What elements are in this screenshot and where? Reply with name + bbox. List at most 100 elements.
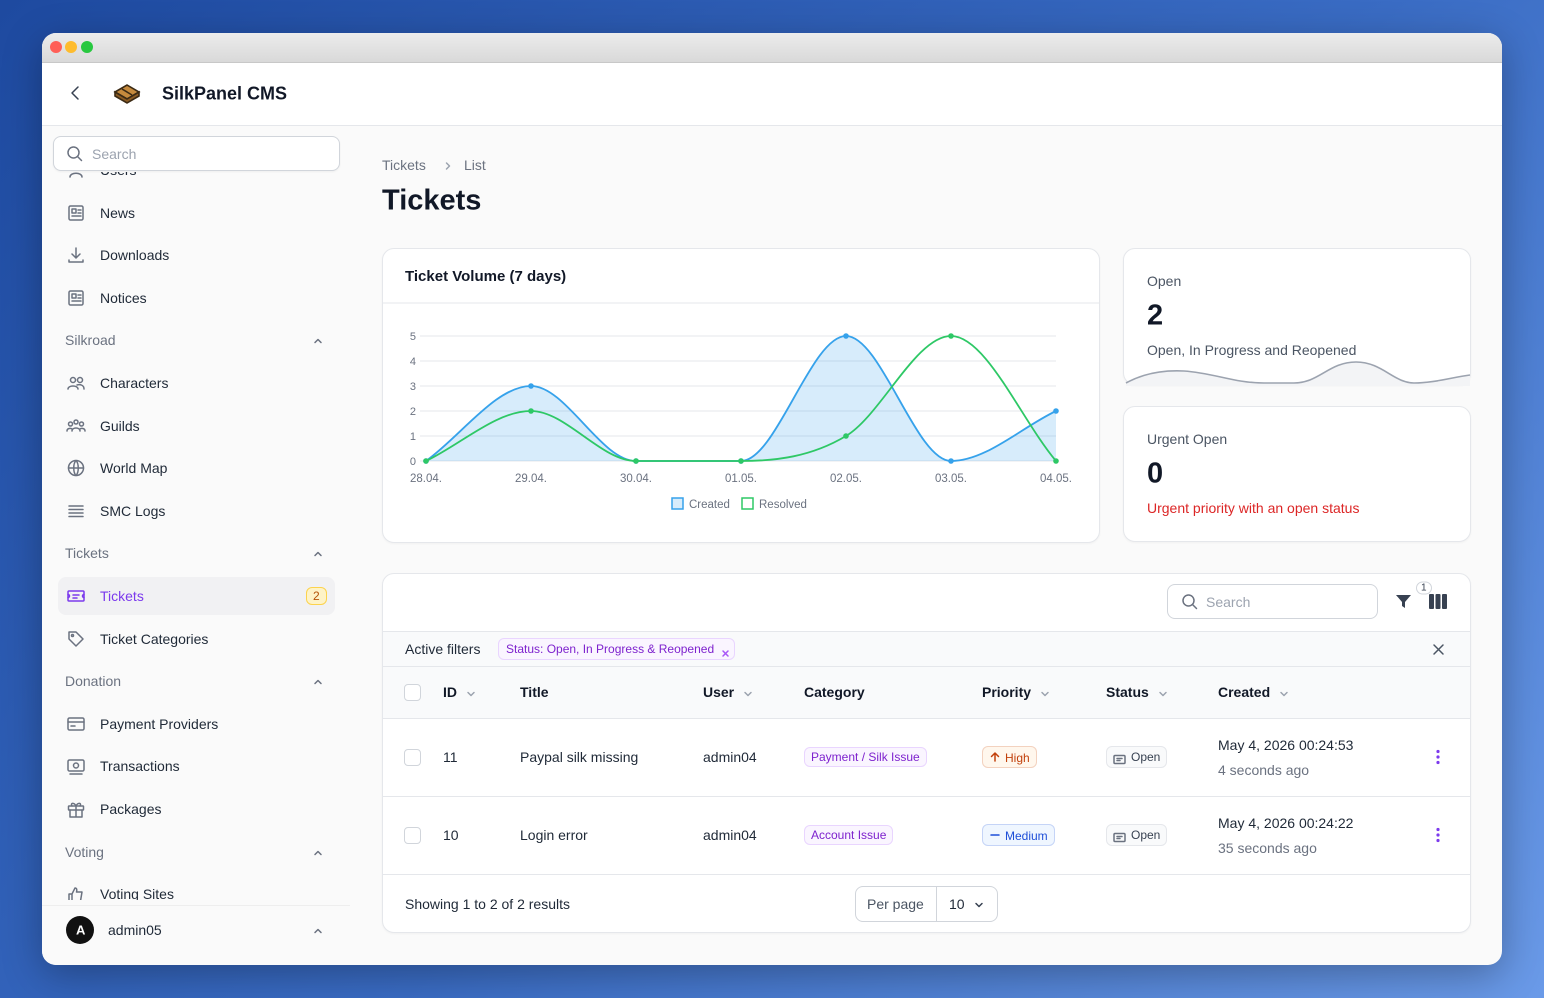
filter-chip-remove[interactable] [721, 645, 730, 657]
nav-group-label[interactable]: Silkroad [65, 332, 116, 349]
cell-created: May 4, 2026 00:24:22 [1218, 815, 1354, 831]
close-dot[interactable] [50, 41, 62, 53]
nav-item[interactable]: Packages [100, 801, 162, 817]
row-divider [383, 796, 1470, 797]
icon-part [1280, 691, 1288, 697]
icon-part [975, 902, 983, 908]
group-collapse-icon[interactable] [312, 675, 324, 687]
group-collapse-icon[interactable] [312, 547, 324, 559]
icon-part [722, 650, 729, 657]
icon-part [1125, 361, 1471, 386]
nav-item[interactable]: Transactions [100, 758, 180, 775]
icon-part [314, 339, 322, 344]
breadcrumb-item: List [464, 157, 486, 173]
nav-group-label[interactable]: Tickets [65, 545, 109, 562]
group-collapse-icon[interactable] [312, 334, 324, 346]
row-actions[interactable] [1432, 827, 1444, 843]
breadcrumb-separator [442, 159, 454, 171]
category-badge: Payment / Silk Issue [804, 747, 927, 767]
search-icon [1181, 593, 1198, 610]
legend-label: Created [689, 499, 730, 511]
column-header[interactable]: ID [443, 684, 457, 700]
icon-part [990, 834, 1000, 836]
icon-part [314, 679, 322, 685]
legend-label: Resolved [759, 499, 807, 511]
icon-part [1436, 838, 1440, 843]
stat-description: Open, In Progress and Reopened [1147, 342, 1357, 358]
icon-part [975, 902, 983, 908]
minimize-dot[interactable] [65, 41, 77, 53]
cell-id: 11 [443, 749, 458, 765]
user-menu-icon[interactable] [312, 924, 324, 936]
top-header [42, 63, 1502, 126]
icon-part [66, 426, 86, 432]
stat-label: Open [1147, 273, 1182, 289]
nav-icon [66, 884, 86, 900]
filter-button[interactable] [1395, 593, 1412, 610]
x-tick-label: 03.05. [935, 473, 967, 485]
icon-part [1436, 755, 1440, 759]
nav-group-label[interactable]: Voting [65, 843, 104, 860]
nav-item[interactable]: Characters [100, 375, 169, 391]
table-search[interactable] [1167, 584, 1378, 619]
group-collapse-icon[interactable] [312, 846, 324, 858]
row-actions[interactable] [1432, 749, 1444, 765]
nav-group-label[interactable]: Donation [65, 673, 122, 690]
nav-item[interactable]: Guilds [100, 417, 140, 434]
checkbox[interactable] [404, 749, 421, 766]
nav-badge: 2 [306, 587, 327, 605]
clear-filters[interactable] [1432, 643, 1445, 656]
user-name[interactable]: admin05 [108, 922, 162, 938]
checkbox[interactable] [404, 684, 421, 701]
nav-item[interactable]: Voting Sites [100, 886, 174, 900]
per-page-select[interactable] [855, 886, 998, 922]
icon-part [71, 293, 77, 299]
nav-icon [66, 756, 86, 776]
icon-part [67, 420, 74, 427]
column-header[interactable]: User [703, 684, 735, 700]
icon-part [67, 459, 85, 477]
page-title: Tickets [382, 184, 482, 217]
icon-part [1280, 691, 1288, 697]
checkbox[interactable] [404, 827, 421, 844]
nav-item-active-bg [58, 577, 335, 615]
x-tick-label: 02.05. [830, 473, 862, 485]
nav-item[interactable]: Users [100, 172, 137, 178]
icon-part [67, 590, 85, 602]
data-point [843, 333, 849, 339]
columns-button[interactable] [1429, 594, 1447, 609]
nav-item[interactable]: World Map [100, 460, 168, 477]
nav-icon [66, 629, 86, 649]
breadcrumb-item[interactable]: Tickets [382, 157, 426, 173]
y-tick-label: 3 [410, 381, 416, 393]
icon-part [68, 887, 83, 900]
nav-item[interactable]: News [100, 204, 136, 221]
icon-part [72, 594, 80, 599]
column-header[interactable]: Created [1218, 684, 1271, 700]
icon-part [68, 247, 84, 263]
nav-item[interactable]: Downloads [100, 247, 170, 264]
back-button[interactable] [66, 84, 84, 102]
nav-item[interactable]: Tickets [100, 588, 144, 604]
stat-value: 2 [1147, 299, 1164, 332]
nav-item[interactable]: SMC Logs [100, 502, 166, 519]
search-placeholder: Search [92, 146, 137, 162]
nav-icon [66, 172, 86, 180]
nav-item[interactable]: Notices [100, 289, 147, 306]
icon-part [68, 505, 84, 518]
icon-part [68, 204, 84, 221]
sidebar-search[interactable] [53, 136, 340, 171]
nav-item[interactable]: Ticket Categories [100, 630, 209, 647]
icon-part [76, 376, 84, 384]
nav-item[interactable]: Payment Providers [100, 715, 219, 732]
column-header: Category [804, 684, 865, 700]
priority-icon [989, 751, 1001, 763]
icon-part [314, 679, 322, 685]
data-point [1053, 458, 1059, 464]
data-point [738, 458, 744, 464]
zoom-dot[interactable] [81, 41, 93, 53]
column-header[interactable]: Priority [982, 684, 1032, 700]
icon-part [67, 146, 83, 162]
column-header[interactable]: Status [1106, 684, 1149, 700]
data-point [528, 408, 534, 414]
